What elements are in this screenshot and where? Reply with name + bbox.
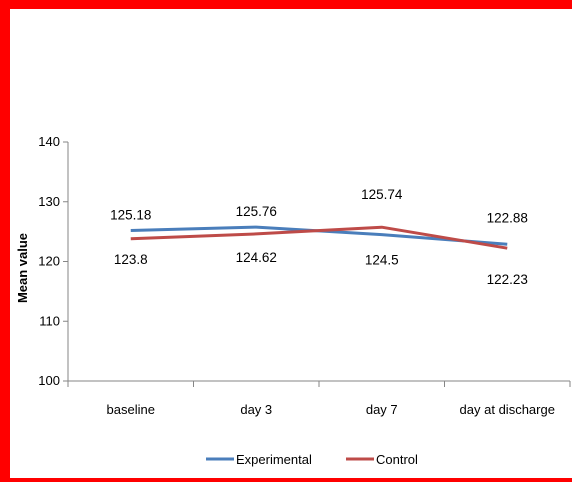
x-axis: baseline day 3 day 7 day at discharge [67,380,571,417]
legend-label: Experimental [236,452,312,467]
y-axis: 100 110 120 130 140 [38,134,69,388]
y-tick-label: 110 [39,313,60,328]
data-label: 122.88 [487,210,528,225]
data-label: 123.8 [114,252,148,267]
data-label: 122.23 [487,272,528,287]
y-tick-label: 120 [38,254,60,269]
line-chart: 100 110 120 130 140 baseline day 3 day 7 day at… [15,134,571,467]
data-label: 125.18 [110,208,151,223]
y-axis-title: Mean value [15,233,30,303]
series-lines [130,225,508,250]
legend: Experimental Control [206,452,418,467]
series-line-control [130,225,508,250]
data-label: 124.62 [236,250,277,265]
y-tick-label: 140 [38,134,60,149]
legend-label: Control [376,452,418,467]
data-label: 125.76 [236,204,277,219]
y-tick-label: 100 [38,373,60,388]
data-label: 125.74 [361,187,403,202]
data-labels: 125.18 125.76 124.5 122.88 123.8 124.62 125.74… [110,187,528,287]
x-tick-label: baseline [107,402,155,417]
x-tick-label: day 7 [366,402,398,417]
x-tick-label: day at discharge [460,402,555,417]
x-tick-label: day 3 [240,402,272,417]
data-label: 124.5 [365,253,399,268]
y-tick-label: 130 [38,194,60,209]
